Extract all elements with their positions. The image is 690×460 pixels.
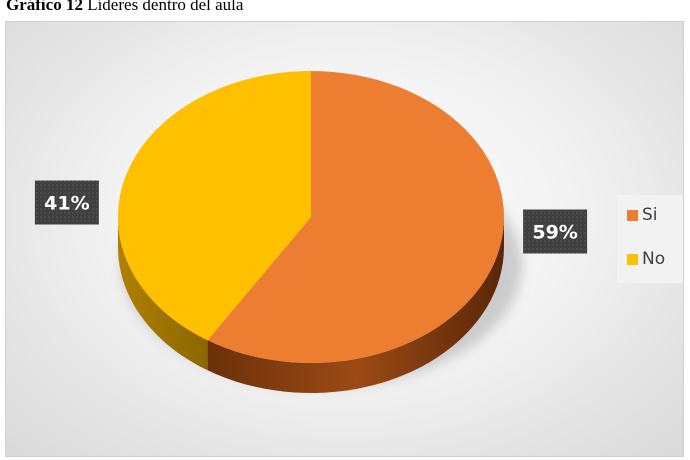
legend-swatch-no [627,253,638,265]
pie-side-no [118,217,208,371]
pie-slice-si [207,71,504,363]
pie-sides [118,217,504,393]
legend-label-si: Si [642,205,658,225]
caption-title: Líderes dentro del aula [82,0,244,14]
pie-labels: 59% 41% [34,180,588,254]
caption-number: Gráfico 12 [6,0,83,14]
pie-slice-no [117,70,312,341]
legend-item-no: No [627,249,665,269]
data-label-box [523,209,588,254]
legend-item-si: Si [627,205,658,225]
data-label-no: 41% [34,180,99,225]
data-label-box [34,180,99,225]
figure-caption: Gráfico 12 Líderes dentro del aula [6,0,243,15]
data-label-text: 41% [44,193,89,215]
data-label-si: 59% [523,209,588,254]
pie-tops [117,70,504,363]
pie-side-si [207,217,504,393]
data-label-text: 59% [532,222,577,244]
legend-label-no: No [642,249,666,269]
legend: Si No [617,195,683,283]
legend-swatch-si [627,209,638,221]
